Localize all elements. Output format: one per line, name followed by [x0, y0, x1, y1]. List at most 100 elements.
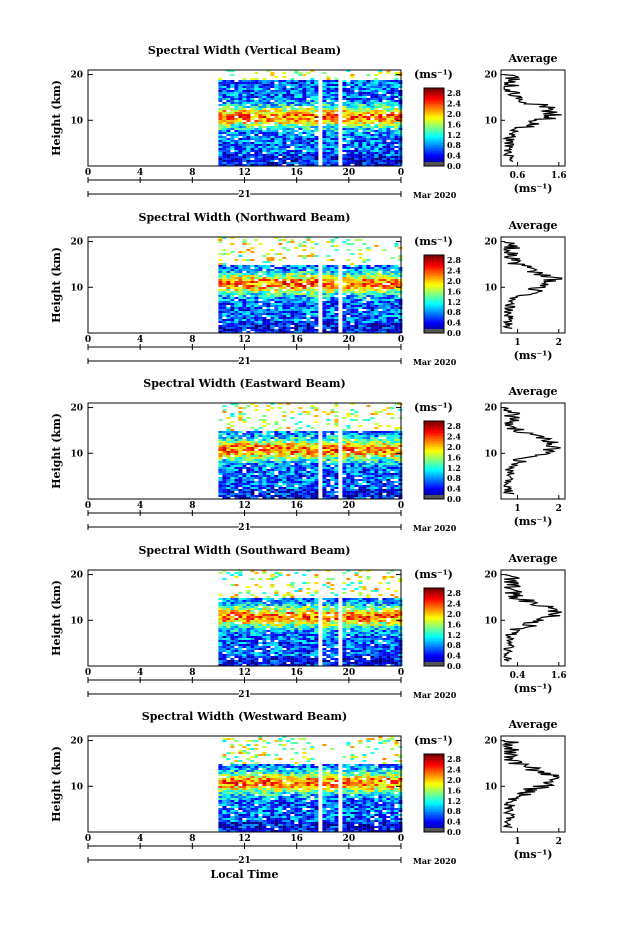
heatmap-cell — [242, 102, 247, 104]
heatmap-cell — [270, 269, 275, 271]
heatmap-cell — [230, 311, 235, 313]
heatmap-cell — [394, 88, 399, 90]
heatmap-cell — [362, 453, 367, 455]
heatmap-cell — [290, 417, 295, 419]
heatmap-cell — [290, 156, 295, 158]
heatmap-cell — [342, 285, 347, 287]
heatmap-cell — [326, 136, 331, 138]
heatmap-cell — [258, 122, 263, 124]
heatmap-cell — [366, 283, 371, 285]
heatmap-cell — [346, 441, 351, 443]
heatmap-cell — [302, 104, 307, 106]
heatmap-cell — [350, 104, 355, 106]
heatmap-cell — [222, 82, 227, 84]
heatmap-cell — [310, 140, 315, 142]
heatmap-cell — [374, 271, 379, 273]
heatmap-cell — [386, 481, 391, 483]
heatmap-cell — [286, 497, 291, 499]
heatmap-cell — [342, 491, 347, 493]
heatmap-cell — [366, 249, 371, 251]
heatmap-cell — [378, 118, 383, 120]
heatmap-cell — [390, 122, 395, 124]
heatmap-cell — [398, 118, 403, 120]
heatmap-cell — [234, 329, 239, 331]
heatmap-cell — [302, 281, 307, 283]
heatmap-cell — [342, 128, 347, 130]
heatmap-cell — [390, 160, 395, 162]
heatmap-cell — [326, 443, 331, 445]
heatmap-cell — [398, 305, 403, 307]
heatmap-cell — [242, 441, 247, 443]
heatmap-cell — [386, 321, 391, 323]
heatmap-cell — [382, 311, 387, 313]
heatmap-cell — [278, 307, 283, 309]
heatmap-cell — [254, 138, 259, 140]
heatmap-cell — [330, 283, 335, 285]
heatmap-cell — [226, 457, 231, 459]
heatmap-cell — [242, 132, 247, 134]
heatmap-cell — [310, 102, 315, 104]
heatmap-cell — [394, 134, 399, 136]
heatmap-cell — [238, 271, 243, 273]
heatmap-cell — [302, 313, 307, 315]
heatmap-cell — [370, 144, 375, 146]
heatmap-cell — [262, 415, 267, 417]
heatmap-cell — [250, 311, 255, 313]
heatmap-cell — [298, 319, 303, 321]
heatmap-cell — [270, 327, 275, 329]
heatmap-cell — [250, 441, 255, 443]
heatmap-cell — [230, 433, 235, 435]
heatmap-cell — [278, 116, 283, 118]
heatmap-cell — [350, 106, 355, 108]
heatmap-cell — [398, 303, 403, 305]
heatmap-cell — [362, 319, 367, 321]
heatmap-cell — [302, 90, 307, 92]
heatmap-cell — [370, 321, 375, 323]
heatmap-cell — [278, 441, 283, 443]
heatmap-cell — [342, 315, 347, 317]
heatmap-cell — [250, 495, 255, 497]
heatmap-cell — [238, 279, 243, 281]
heatmap-cell — [354, 435, 359, 437]
heatmap-cell — [394, 269, 399, 271]
heatmap-cell — [230, 74, 235, 76]
heatmap-cell — [246, 120, 251, 122]
heatmap-cell — [346, 473, 351, 475]
heatmap-cell — [342, 154, 347, 156]
heatmap-cell — [290, 291, 295, 293]
heatmap-cell — [382, 451, 387, 453]
heatmap-cell — [218, 455, 223, 457]
heatmap-cell — [226, 495, 231, 497]
heatmap-cell — [346, 126, 351, 128]
heatmap-cell — [302, 273, 307, 275]
heatmap-cell — [306, 471, 311, 473]
heatmap-cell — [238, 311, 243, 313]
heatmap-cell — [218, 319, 223, 321]
heatmap-cell — [254, 158, 259, 160]
heatmap-cell — [246, 130, 251, 132]
heatmap-cell — [346, 88, 351, 90]
heatmap-cell — [218, 271, 223, 273]
heatmap-cell — [390, 275, 395, 277]
heatmap-cell — [346, 303, 351, 305]
heatmap-cell — [306, 132, 311, 134]
heatmap-cell — [218, 495, 223, 497]
heatmap-cell — [310, 443, 315, 445]
heatmap-cell — [290, 78, 295, 80]
heatmap-cell — [290, 307, 295, 309]
heatmap-cell — [250, 148, 255, 150]
heatmap-cell — [254, 299, 259, 301]
heatmap-cell — [346, 142, 351, 144]
heatmap-cell — [242, 453, 247, 455]
heatmap-cell — [322, 291, 327, 293]
colorbar-swatch — [424, 162, 444, 166]
heatmap-cell — [382, 94, 387, 96]
heatmap-cell — [322, 146, 327, 148]
heatmap-cell — [390, 114, 395, 116]
heatmap-cell — [322, 491, 327, 493]
heatmap-cell — [222, 158, 227, 160]
heatmap-cell — [326, 283, 331, 285]
heatmap-cell — [238, 152, 243, 154]
colorbar-swatch — [424, 327, 444, 330]
heatmap-cell — [330, 471, 335, 473]
